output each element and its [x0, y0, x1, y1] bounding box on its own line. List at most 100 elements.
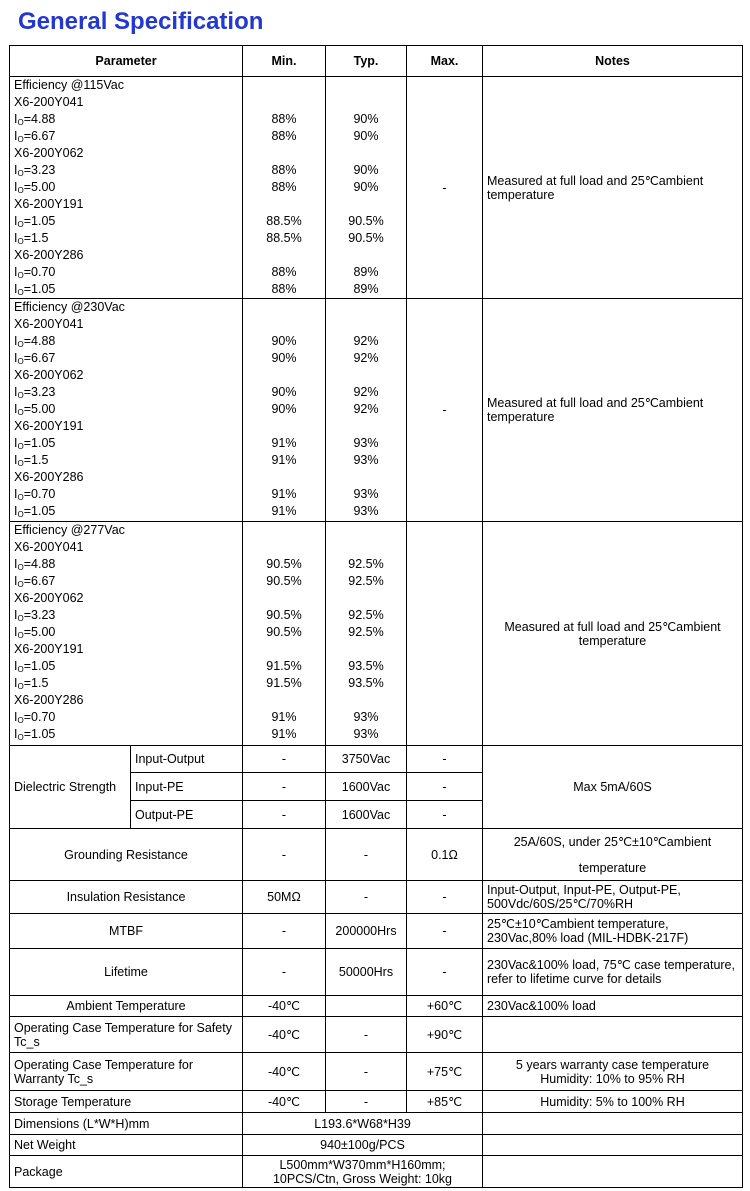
min-value: 88.5% — [266, 231, 302, 245]
notes: Humidity: 5% to 100% RH — [482, 1090, 743, 1113]
min: 90.5% 90.5% 90.5% 90.5% 91.5% 91.5% 91% 91% — [242, 521, 326, 746]
symbol: I — [14, 557, 18, 571]
typ: - — [325, 1052, 407, 1091]
spacer — [330, 94, 402, 111]
max: 0.1Ω — [406, 828, 483, 881]
spacer — [330, 590, 402, 607]
notes — [482, 1016, 743, 1053]
column-header: Typ. — [325, 45, 407, 77]
spacer — [247, 692, 321, 709]
current-value: =1.5 — [23, 676, 49, 690]
min: -40℃ — [242, 1052, 326, 1091]
max: +75℃ — [406, 1052, 483, 1091]
min-value: 91% — [271, 487, 297, 501]
typ-value: 93% — [353, 727, 379, 741]
typ: 200000Hrs — [325, 913, 407, 949]
current: IO=4.88 — [14, 556, 238, 573]
model-name: X6-200Y286 — [14, 248, 84, 262]
value: L193.6*W68*H39 — [242, 1112, 483, 1135]
min: - — [242, 772, 326, 801]
text-line: 10PCS/Ctn, Gross Weight: 10kg — [272, 1171, 453, 1186]
typ-value: 93% — [353, 504, 379, 518]
symbol: I — [14, 385, 18, 399]
max: - — [406, 800, 483, 829]
current: IO=1.05 — [14, 503, 238, 520]
typ-value: 90.5% — [348, 214, 384, 228]
model-name: X6-200Y191 — [14, 642, 84, 656]
text-line: L193.6*W68*H39 — [314, 1116, 411, 1131]
spacer — [330, 300, 402, 317]
symbol: I — [14, 436, 18, 450]
current: IO=6.67 — [14, 573, 238, 590]
symbol: I — [14, 574, 18, 588]
current-value: =5.00 — [23, 180, 56, 194]
min-value: 91% — [271, 727, 297, 741]
spacer — [247, 300, 321, 317]
current-value: =4.88 — [23, 112, 56, 126]
model-name: X6-200Y041 — [14, 95, 84, 109]
model-name: X6-200Y062 — [14, 591, 84, 605]
spacer — [330, 418, 402, 435]
subscript: O — [17, 442, 24, 451]
max: - — [406, 76, 483, 299]
text-line: Humidity: 5% to 100% RH — [540, 1094, 685, 1109]
min: - — [242, 745, 326, 773]
typ: - — [325, 1090, 407, 1113]
column-header: Notes — [482, 45, 743, 77]
table-row: Ambient Temperature -40℃ +60℃ 230Vac&100% l… — [9, 995, 743, 1017]
text-line: 5 years warranty case temperature — [515, 1057, 710, 1072]
model-name: X6-200Y286 — [14, 693, 84, 707]
typ: - — [325, 880, 407, 914]
symbol: I — [14, 727, 18, 741]
column-header: Min. — [242, 45, 326, 77]
notes: 5 years warranty case temperature Humidit… — [482, 1052, 743, 1091]
efficiency-title: Efficiency @115Vac — [14, 78, 124, 92]
efficiency-title: Efficiency @277Vac — [14, 523, 125, 537]
min-value: 90% — [271, 334, 297, 348]
symbol: I — [14, 504, 18, 518]
text-line: 230Vac,80% load (MIL-HDBK-217F) — [487, 931, 689, 945]
spacer — [247, 94, 321, 111]
current-value: =0.70 — [23, 710, 56, 724]
min-value: 90.5% — [266, 574, 302, 588]
parameter: Lifetime — [9, 948, 243, 996]
current-value: =1.05 — [23, 436, 56, 450]
current: IO=1.05 — [14, 213, 238, 230]
typ-value: 93% — [353, 453, 379, 467]
typ-value: 92.5% — [348, 608, 384, 622]
text-line: 25℃±10℃ambient temperature, — [487, 917, 669, 931]
current-value: =4.88 — [23, 334, 56, 348]
notes — [482, 1155, 743, 1188]
current-value: =0.70 — [23, 265, 56, 279]
subscript: O — [17, 135, 24, 144]
typ — [325, 995, 407, 1017]
typ-value: 92.5% — [348, 625, 384, 639]
min: -40℃ — [242, 995, 326, 1017]
notes: 25A/60S, under 25℃±10℃ambient temperature — [482, 828, 743, 881]
symbol: I — [14, 112, 18, 126]
notes: Measured at full load and 25℃ambient tem… — [482, 521, 743, 746]
current-value: =1.05 — [23, 659, 56, 673]
subscript: O — [17, 493, 24, 502]
current: IO=4.88 — [14, 333, 238, 350]
spacer — [247, 78, 321, 95]
table-row: MTBF -200000Hrs -25℃±10℃ambient temperatur… — [9, 913, 743, 949]
parameter: Package — [9, 1155, 243, 1188]
model-name: X6-200Y062 — [14, 368, 84, 382]
spacer — [330, 367, 402, 384]
spacer — [330, 78, 402, 95]
typ-value: 93% — [353, 710, 379, 724]
text-line: 230Vac&100% load — [487, 999, 596, 1013]
typ: 90% 90% 90% 90% 90.5% 90.5% 89% 89% — [325, 76, 407, 299]
parameter: Dimensions (L*W*H)mm — [9, 1112, 243, 1135]
subscript: O — [17, 716, 24, 725]
table-row: Lifetime -50000Hrs -230Vac&100% load, 75℃ … — [9, 948, 743, 996]
table-row: Dielectric Strength Input-Output -3750Vac -… — [9, 745, 743, 829]
current: IO=1.05 — [14, 435, 238, 452]
notes: 25℃±10℃ambient temperature, 230Vac,80% lo… — [482, 913, 743, 949]
subscript: O — [17, 631, 24, 640]
min-value: 90.5% — [266, 557, 302, 571]
table-row: Storage Temperature -40℃ - +85℃ Humidity: 5%… — [9, 1090, 743, 1113]
max: - — [406, 298, 483, 522]
value: 940±100g/PCS — [242, 1134, 483, 1156]
